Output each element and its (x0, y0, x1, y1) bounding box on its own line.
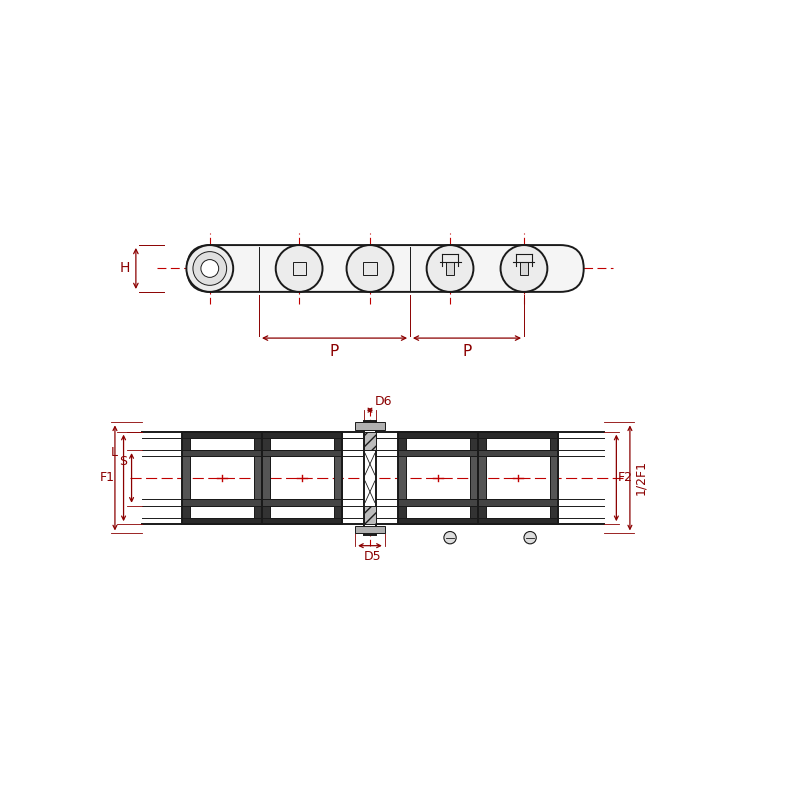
Bar (262, 518, 342, 524)
Bar (182, 499, 262, 506)
Text: P: P (330, 344, 339, 359)
Bar (470, 438, 478, 518)
Bar (262, 450, 342, 456)
Circle shape (444, 531, 456, 544)
Text: F1: F1 (99, 471, 114, 485)
Bar (398, 499, 478, 506)
Bar (262, 432, 342, 524)
Circle shape (201, 259, 218, 278)
Bar (478, 499, 558, 506)
FancyBboxPatch shape (187, 245, 584, 292)
Bar (478, 456, 486, 499)
Bar (355, 422, 385, 430)
Text: P: P (462, 344, 472, 359)
Bar (398, 438, 406, 518)
Bar (262, 438, 270, 518)
Bar (398, 518, 478, 524)
Text: L: L (111, 446, 118, 459)
Bar (364, 422, 376, 534)
Circle shape (193, 252, 226, 286)
Bar (182, 450, 262, 506)
Text: D6: D6 (374, 395, 392, 408)
Bar (182, 450, 262, 456)
Bar (398, 450, 478, 506)
Text: 1/2F1: 1/2F1 (634, 461, 647, 495)
Bar (364, 432, 376, 450)
Bar (182, 456, 190, 499)
Circle shape (276, 245, 322, 292)
Bar (355, 526, 385, 534)
Bar (478, 450, 558, 506)
Bar (182, 432, 262, 524)
Circle shape (524, 531, 536, 544)
Text: F2: F2 (618, 471, 633, 485)
Bar (550, 438, 558, 518)
Text: S: S (119, 454, 127, 468)
Bar (363, 262, 377, 275)
Bar (398, 456, 406, 499)
Bar (446, 262, 454, 275)
Bar (254, 438, 262, 518)
Bar (520, 262, 528, 275)
Bar (398, 432, 478, 524)
Bar (550, 456, 558, 499)
Bar (470, 456, 478, 499)
Circle shape (501, 245, 547, 292)
Bar (478, 438, 486, 518)
Bar (478, 518, 558, 524)
Bar (254, 456, 262, 499)
Text: D5: D5 (364, 550, 382, 563)
Bar (262, 499, 342, 506)
Bar (182, 518, 262, 524)
Bar (262, 450, 342, 506)
Bar (364, 506, 376, 524)
Text: H: H (120, 262, 130, 275)
Circle shape (426, 245, 474, 292)
Bar (398, 450, 478, 456)
Bar (182, 432, 262, 438)
Bar (182, 438, 190, 518)
Bar (334, 456, 342, 499)
Bar (334, 438, 342, 518)
Bar (478, 450, 558, 456)
Bar (398, 432, 478, 438)
Bar (478, 432, 558, 438)
Bar (478, 432, 558, 524)
Bar (293, 262, 306, 275)
Circle shape (186, 245, 234, 292)
Bar (262, 432, 342, 438)
Bar (262, 456, 270, 499)
Circle shape (346, 245, 394, 292)
